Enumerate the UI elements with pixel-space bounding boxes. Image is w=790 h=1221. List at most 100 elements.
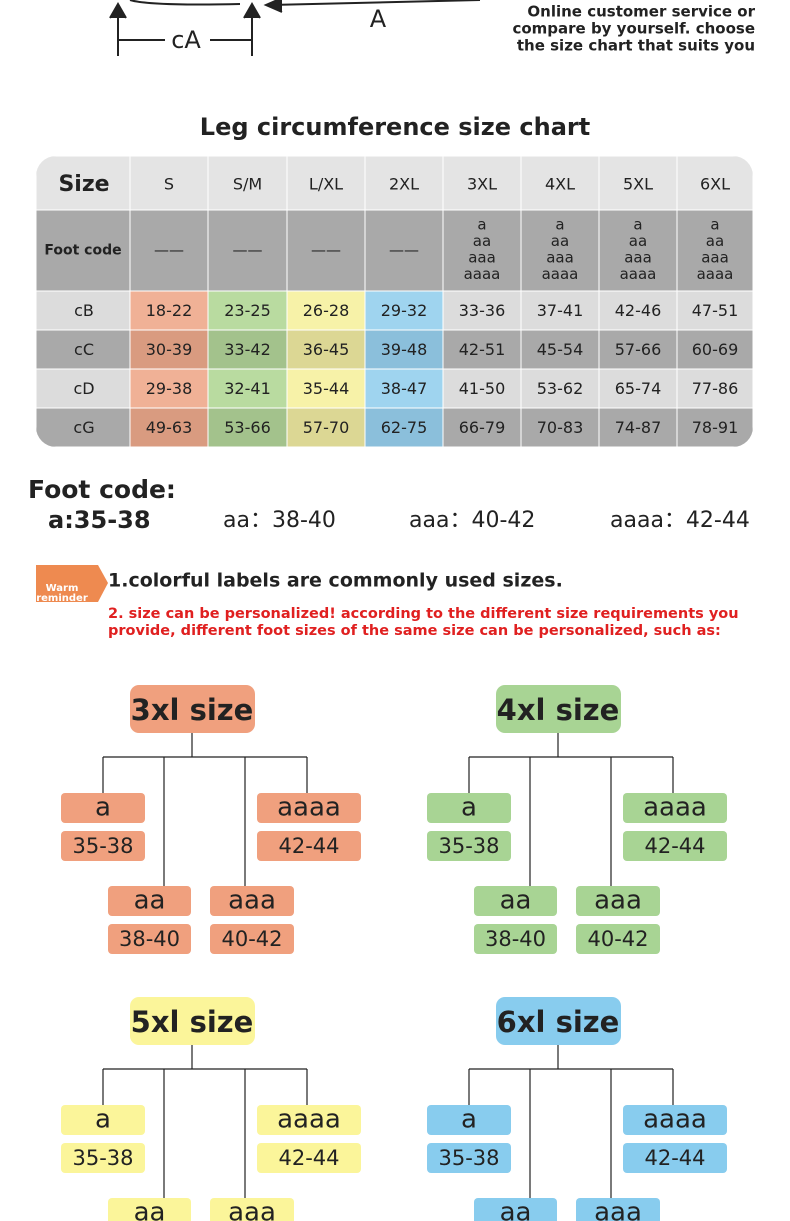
leaf-code-box [427,793,511,823]
leaf-code-box [61,1105,145,1135]
leaf-range-box [210,924,294,954]
header-cell: Size [58,172,109,197]
size-cell: 29-38 [146,379,193,398]
table-cell [676,368,753,409]
size-cell: 47-51 [692,301,739,320]
table-cell [36,329,131,370]
foot-code-cell: aaa [701,249,729,267]
size-cell: 33-36 [459,301,506,320]
header-cell: S/M [233,175,262,194]
foot-code-cell: aaaa [542,265,579,283]
leaf-code-box [257,1105,361,1135]
size-cell: 60-69 [692,340,739,359]
foot-code-cell: aaa [468,249,496,267]
table-cell [207,290,288,331]
tree-title: 5xl size [131,1005,254,1039]
leaf-code-box [474,1198,557,1221]
size-cell: 62-75 [381,418,428,437]
tree-title-box [130,685,255,733]
size-cell: 35-44 [303,379,350,398]
leaf-range: 35-38 [72,834,133,858]
leaf-range-box [623,1143,727,1173]
size-cell: 78-91 [692,418,739,437]
size-cell: 77-86 [692,379,739,398]
leaf-range-box [474,924,557,954]
table-cell [676,407,753,447]
header-cell: 3XL [467,175,497,194]
leaf-code: aaaa [277,1105,341,1135]
foot-code-cell: a [555,216,564,234]
table-cell [598,407,678,447]
leaf-range: 35-38 [438,1146,499,1170]
size-cell: 70-83 [537,418,584,437]
row-label: cC [74,340,94,359]
table-cell [676,329,753,370]
foot-code-cell: aaaa [697,265,734,283]
foot-code-cell: aaa [546,249,574,267]
leaf-code-box [576,1198,660,1221]
tree-title-box [496,685,621,733]
foot-code-cell: aaaa [464,265,501,283]
size-cell: 53-62 [537,379,584,398]
row-label: cB [74,301,94,320]
table-cell [364,209,444,292]
tree-title: 4xl size [497,693,620,727]
leaf-range-box [257,831,361,861]
leaf-code-box [474,886,557,916]
header-cell: L/XL [309,175,343,194]
size-cell: 23-25 [224,301,271,320]
table-cell [442,209,522,292]
table-cell [520,368,600,409]
leaf-range: 38-40 [485,927,546,951]
size-cell: 45-54 [537,340,584,359]
table-cell [598,368,678,409]
leaf-range: 42-44 [644,834,705,858]
note-line: compare by yourself. choose [512,20,755,38]
size-cell: 33-42 [224,340,271,359]
foot-code-item: a:35-38 [48,506,151,534]
size-cell: 39-48 [381,340,428,359]
table-cell [36,209,131,292]
leaf-code-box [108,886,191,916]
leaf-code: aaaa [643,1105,707,1135]
leaf-code: aaa [594,1198,642,1221]
size-cell: 57-70 [303,418,350,437]
foot-code-item: aaa：40-42 [409,508,535,533]
leaf-code-box [210,886,294,916]
row-label: cD [73,379,94,398]
size-cell: 36-45 [303,340,350,359]
size-cell: 65-74 [615,379,662,398]
row-label: cG [73,418,94,437]
leaf-code: a [461,793,477,823]
table-cell [442,329,522,370]
leaf-code: a [461,1105,477,1135]
leaf-range: 42-44 [644,1146,705,1170]
header-cell: S [164,175,174,194]
leaf-range-box [623,831,727,861]
size-cell: 18-22 [146,301,193,320]
size-cell: 26-28 [303,301,350,320]
table-cell [207,368,288,409]
table-cell [442,156,522,211]
table-cell [676,156,753,211]
header-cell: 6XL [700,175,730,194]
badge-text: Warm [46,583,79,594]
badge-text: reminder [36,593,88,604]
leaf-range: 42-44 [278,1146,339,1170]
leaf-code: aa [134,1198,166,1221]
size-cell: 49-63 [146,418,193,437]
leaf-range: 40-42 [221,927,282,951]
leaf-range-box [61,1143,145,1173]
size-cell: 41-50 [459,379,506,398]
foot-code-cell: —— [154,241,184,259]
leaf-code-box [427,1105,511,1135]
diagram [109,0,481,56]
table-cell [598,290,678,331]
table-cell [286,368,366,409]
foot-code-cell: aaaa [620,265,657,283]
header-cell: 2XL [389,175,419,194]
leaf-code-box [257,793,361,823]
size-cell: 38-47 [381,379,428,398]
size-cell: 66-79 [459,418,506,437]
leaf-range-box [427,831,511,861]
